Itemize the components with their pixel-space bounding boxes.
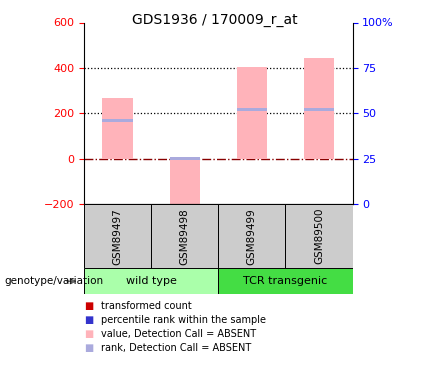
Text: GSM89498: GSM89498: [180, 208, 190, 265]
Bar: [84, 204, 151, 268]
Text: ■: ■: [84, 315, 93, 325]
Bar: [237, 67, 267, 159]
Text: GSM89497: GSM89497: [112, 208, 123, 265]
Text: GDS1936 / 170009_r_at: GDS1936 / 170009_r_at: [132, 13, 298, 27]
Text: wild type: wild type: [126, 276, 176, 286]
Bar: [218, 268, 353, 294]
Text: genotype/variation: genotype/variation: [4, 276, 104, 286]
Text: ■: ■: [84, 301, 93, 310]
Text: transformed count: transformed count: [101, 301, 192, 310]
Bar: [169, 158, 200, 160]
Text: GSM89499: GSM89499: [247, 208, 257, 265]
Text: value, Detection Call = ABSENT: value, Detection Call = ABSENT: [101, 329, 256, 339]
Bar: [84, 268, 218, 294]
Bar: [169, 159, 200, 208]
Bar: [218, 204, 286, 268]
Bar: [102, 119, 132, 122]
Bar: [102, 98, 132, 159]
Bar: [237, 108, 267, 111]
Bar: [304, 108, 334, 111]
Bar: [304, 58, 334, 159]
Text: GSM89500: GSM89500: [314, 208, 324, 264]
Text: TCR transgenic: TCR transgenic: [243, 276, 328, 286]
Bar: [151, 204, 218, 268]
Text: ■: ■: [84, 344, 93, 353]
Text: percentile rank within the sample: percentile rank within the sample: [101, 315, 266, 325]
Bar: [286, 204, 353, 268]
Text: ■: ■: [84, 329, 93, 339]
Text: rank, Detection Call = ABSENT: rank, Detection Call = ABSENT: [101, 344, 251, 353]
